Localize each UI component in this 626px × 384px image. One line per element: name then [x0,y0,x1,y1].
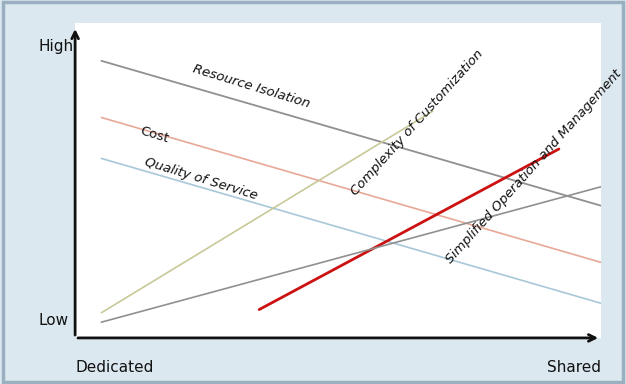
Text: Quality of Service: Quality of Service [143,156,260,202]
Text: Dedicated: Dedicated [75,360,153,375]
Text: Simplified Operation and Management: Simplified Operation and Management [443,67,624,266]
Text: Shared: Shared [547,360,601,375]
Text: Complexity of Customization: Complexity of Customization [349,47,486,198]
Text: Cost: Cost [138,124,170,146]
Text: Resource Isolation: Resource Isolation [191,62,311,110]
Text: High: High [38,39,73,54]
Text: Low: Low [38,313,68,328]
